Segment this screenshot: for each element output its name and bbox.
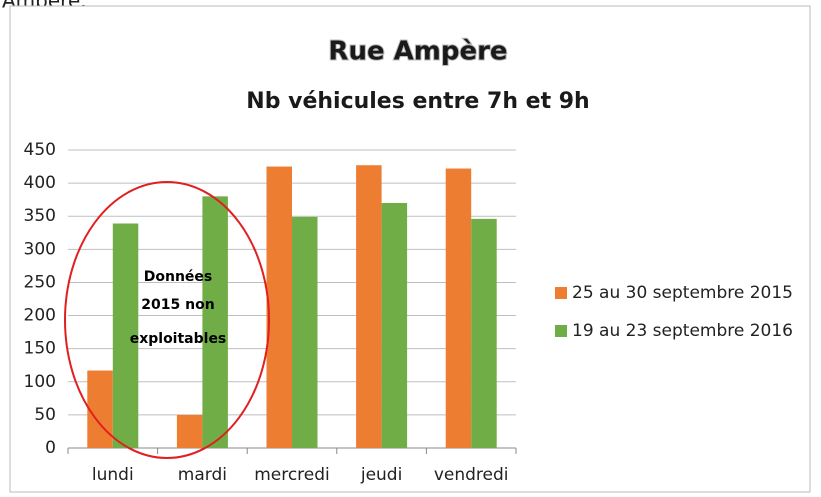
x-tick-label: lundi — [92, 465, 134, 485]
bar — [445, 168, 472, 448]
y-tick-label: 200 — [24, 306, 56, 326]
x-tick-label: mardi — [178, 465, 227, 485]
annotation-text: 2015 non — [141, 297, 214, 313]
chart-title: Rue Ampère — [328, 37, 507, 67]
y-tick-label: 400 — [24, 173, 56, 193]
legend-label: 19 au 23 septembre 2016 — [572, 321, 793, 341]
bar — [381, 202, 408, 448]
y-tick-label: 100 — [24, 372, 56, 392]
y-tick-label: 50 — [34, 405, 56, 425]
annotation-text: Données — [144, 269, 213, 285]
x-tick-label: vendredi — [434, 465, 509, 485]
y-tick-label: 150 — [24, 339, 56, 359]
bar — [87, 370, 113, 448]
bar — [266, 166, 292, 449]
legend-swatch — [555, 325, 567, 337]
bar — [112, 223, 139, 448]
y-tick-label: 300 — [24, 239, 56, 259]
x-tick-label: jeudi — [360, 465, 402, 485]
bar — [202, 196, 228, 448]
bar — [176, 414, 203, 448]
chart-subtitle: Nb véhicules entre 7h et 9h — [246, 89, 589, 114]
y-tick-label: 350 — [24, 206, 56, 226]
annotation-text: exploitables — [130, 331, 227, 347]
bar — [471, 218, 497, 448]
legend-label: 25 au 30 septembre 2015 — [572, 283, 793, 303]
y-tick-label: 0 — [45, 438, 56, 458]
annotation-ellipse — [64, 181, 270, 459]
x-tick-label: mercredi — [254, 465, 330, 485]
bar — [356, 165, 382, 448]
y-tick-label: 450 — [24, 140, 56, 160]
legend-swatch — [555, 287, 567, 299]
bar — [292, 216, 318, 448]
y-tick-label: 250 — [24, 272, 56, 292]
